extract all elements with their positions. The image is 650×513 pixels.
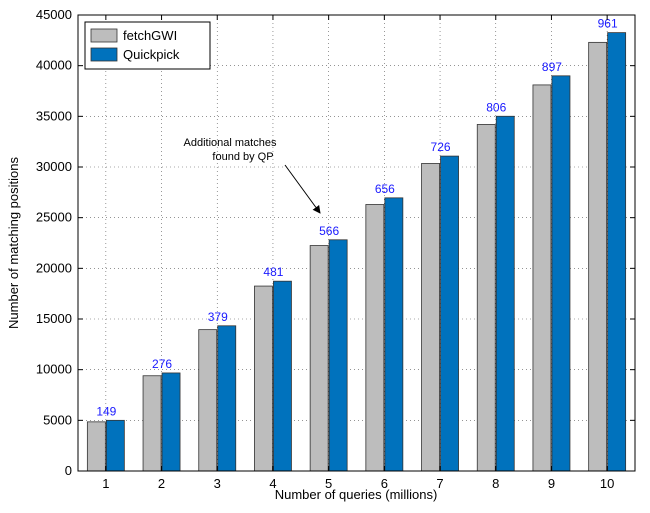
x-tick-label: 5: [325, 476, 332, 491]
bar-quickpick-4: [273, 280, 292, 472]
bar-quickpick-1: [105, 419, 125, 472]
bar-quickpick-5: [328, 239, 348, 472]
y-tick-label: 5000: [43, 412, 72, 427]
legend-swatch-quickpick: [90, 47, 118, 62]
bar-fetchgwi-1: [86, 421, 106, 472]
x-tick-label: 10: [600, 476, 614, 491]
x-tick-label: 1: [102, 476, 109, 491]
data-label-8: 806: [486, 100, 506, 114]
annotation-line-1: Additional matches: [184, 137, 277, 149]
bar-quickpick-7: [440, 155, 459, 472]
axis-ticks: 0 5000 10000 15000 20000 25000 30000 35000 40000…: [36, 7, 635, 491]
bar-quickpick-10: [607, 32, 627, 472]
data-label-1: 149: [96, 404, 116, 418]
data-label-4: 481: [263, 265, 283, 279]
data-label-3: 379: [208, 310, 228, 324]
y-tick-label: 15000: [36, 311, 72, 326]
y-tick-label: 35000: [36, 108, 72, 123]
legend-label-fetchgwi: fetchGWI: [123, 28, 177, 43]
bar-quickpick-3: [217, 325, 237, 472]
bar-fetchgwi-4: [254, 285, 273, 472]
data-label-7: 726: [431, 140, 451, 154]
y-tick-label: 40000: [36, 58, 72, 73]
y-tick-label: 20000: [36, 260, 72, 275]
bar-fetchgwi-3: [198, 329, 218, 472]
legend: fetchGWI Quickpick: [84, 21, 211, 70]
annotation-arrow: [284, 164, 321, 214]
x-tick-label: 6: [381, 476, 388, 491]
x-tick-label: 7: [436, 476, 443, 491]
bar-fetchgwi-7: [421, 163, 440, 472]
x-tick-label: 2: [158, 476, 165, 491]
bar-fetchgwi-6: [365, 204, 385, 472]
data-labels: 149 276 379 481 566 656 726 806 897 961: [96, 17, 618, 419]
bars: [86, 32, 627, 472]
bar-quickpick-8: [495, 115, 515, 472]
bar-fetchgwi-2: [142, 375, 162, 472]
y-tick-label: 45000: [36, 7, 72, 22]
x-axis-label: Number of queries (millions): [275, 487, 438, 502]
bar-fetchgwi-8: [476, 124, 496, 472]
gridlines: [78, 15, 635, 471]
x-tick-label: 9: [548, 476, 555, 491]
data-label-10: 961: [598, 17, 618, 31]
bar-fetchgwi-5: [309, 245, 329, 472]
data-label-2: 276: [152, 357, 172, 371]
y-tick-label: 25000: [36, 210, 72, 225]
y-tick-label: 10000: [36, 362, 72, 377]
data-label-9: 897: [542, 60, 562, 74]
bar-fetchgwi-10: [588, 41, 608, 472]
plot-frame: [77, 14, 636, 472]
annotation-line-2: found by QP: [212, 151, 273, 163]
data-label-6: 656: [375, 182, 395, 196]
y-axis-label: Number of matching positions: [6, 157, 21, 329]
x-tick-label: 8: [492, 476, 499, 491]
legend-label-quickpick: Quickpick: [123, 47, 180, 62]
data-label-5: 566: [319, 224, 339, 238]
x-tick-label: 4: [269, 476, 276, 491]
bar-quickpick-2: [161, 372, 181, 472]
legend-swatch-fetchgwi: [90, 28, 118, 43]
annotation: Additional matches found by QP: [184, 137, 321, 214]
x-tick-label: 3: [214, 476, 221, 491]
y-tick-label: 0: [65, 463, 72, 478]
bar-quickpick-9: [551, 75, 571, 472]
bar-quickpick-6: [384, 197, 404, 472]
bar-fetchgwi-9: [532, 84, 552, 472]
y-tick-label: 30000: [36, 159, 72, 174]
